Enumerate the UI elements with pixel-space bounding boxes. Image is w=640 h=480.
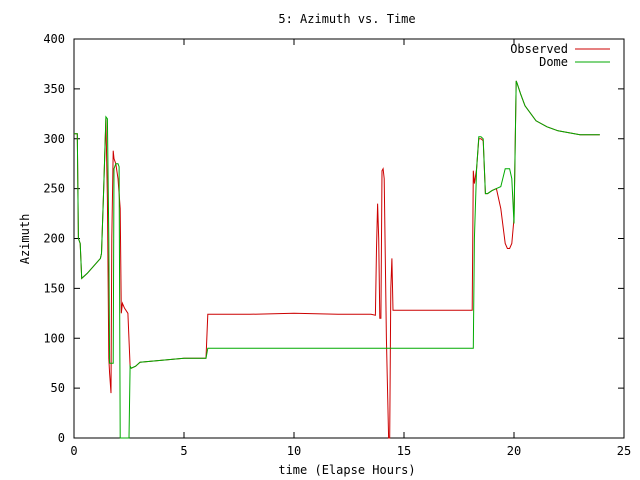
y-tick-label: 400 <box>43 32 65 46</box>
series-layer <box>74 80 600 439</box>
x-axis: 0 5 10 15 20 25 <box>70 39 631 458</box>
legend-label-observed: Observed <box>510 42 568 56</box>
x-axis-label: time (Elapse Hours) <box>278 463 415 477</box>
plot-frame <box>73 38 625 439</box>
y-tick-label: 50 <box>51 381 65 395</box>
y-tick-label: 250 <box>43 182 65 196</box>
x-tick-label: 10 <box>287 444 301 458</box>
y-tick-label: 0 <box>58 431 65 445</box>
legend-label-dome: Dome <box>539 55 568 69</box>
plot-border <box>73 38 625 439</box>
x-tick-label: 20 <box>507 444 521 458</box>
series-line-observed <box>74 80 600 439</box>
x-tick-label: 15 <box>397 444 411 458</box>
x-tick-label: 5 <box>180 444 187 458</box>
y-tick-label: 100 <box>43 331 65 345</box>
y-axis: 0 50 100 150 200 250 300 350 400 <box>43 32 624 445</box>
y-tick-label: 350 <box>43 82 65 96</box>
y-tick-label: 300 <box>43 132 65 146</box>
series-line-dome <box>74 80 600 439</box>
y-tick-label: 150 <box>43 281 65 295</box>
chart-title: 5: Azimuth vs. Time <box>278 12 415 26</box>
x-tick-label: 25 <box>617 444 631 458</box>
y-tick-label: 200 <box>43 232 65 246</box>
x-tick-label: 0 <box>70 444 77 458</box>
y-axis-label: Azimuth <box>18 214 32 265</box>
